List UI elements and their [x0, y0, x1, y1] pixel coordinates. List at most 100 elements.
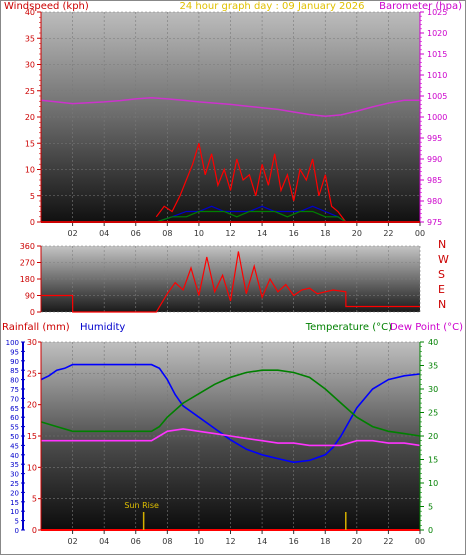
- compass-label-s: S: [438, 268, 445, 281]
- gust-line: [155, 143, 347, 223]
- windspeed-tick-label: 20: [25, 113, 35, 122]
- humidity-tick-label: 55: [10, 424, 19, 432]
- barometer-tick-label: 1010: [427, 71, 447, 80]
- time-tick-label: 12: [225, 537, 235, 546]
- rainfall-axis-label: Rainfall (mm): [2, 322, 70, 333]
- time-tick-label: 00: [415, 229, 425, 238]
- time-tick-label: 14: [257, 537, 267, 546]
- direction-tick-label: 180: [20, 275, 35, 284]
- humidity-tick-label: 85: [10, 367, 19, 375]
- humidity-line: [40, 363, 421, 464]
- rain-tick-label: 0: [32, 526, 37, 535]
- humidity-axis-label: Humidity: [80, 322, 125, 333]
- rain-tick-label: 5: [32, 495, 37, 504]
- temperature-tick-label: 20: [428, 432, 438, 441]
- barometer-tick-label: 1025: [427, 8, 447, 17]
- temperature-tick-label: 15: [428, 456, 438, 465]
- time-tick-label: 12: [225, 229, 235, 238]
- temperature-tick-label: 25: [428, 409, 438, 418]
- humidity-tick-label: 80: [10, 377, 19, 385]
- windspeed-line: [156, 205, 347, 223]
- barometer-tick-label: 995: [427, 134, 442, 143]
- barometer-tick-label: 1000: [427, 113, 447, 122]
- windspeed-tick-label: 30: [25, 61, 35, 70]
- barometer-line: [40, 96, 420, 117]
- humidity-tick-label: 10: [10, 508, 19, 516]
- temperature-tick-label: 10: [428, 479, 438, 488]
- time-tick-label: 16: [289, 229, 299, 238]
- direction-tick-label: 0: [30, 308, 35, 317]
- humidity-tick-label: 65: [10, 405, 19, 413]
- time-tick-label: 02: [67, 537, 77, 546]
- time-tick-label: 00: [415, 537, 425, 546]
- windspeed-tick-label: 35: [25, 34, 35, 43]
- time-tick-label: 10: [194, 229, 204, 238]
- dewpoint-axis-label: Dew Point (°C): [390, 322, 463, 333]
- compass-label-e: E: [438, 283, 445, 296]
- windspeed-tick-label: 5: [30, 192, 35, 201]
- time-tick-label: 08: [162, 229, 172, 238]
- panel-wind-grid: [41, 11, 421, 223]
- barometer-tick-label: 1005: [427, 92, 447, 101]
- time-tick-label: 08: [162, 537, 172, 546]
- temperature-tick-label: 35: [428, 362, 438, 371]
- panel-wind-series: [40, 96, 420, 223]
- temperature-axis-label: Temperature (°C): [305, 322, 392, 333]
- barometer-axis-label: Barometer (hpa): [379, 1, 462, 12]
- time-tick-label: 10: [194, 537, 204, 546]
- barometer-tick-label: 990: [427, 155, 442, 164]
- compass-label-n: N: [438, 238, 446, 251]
- compass-label-n: N: [438, 298, 446, 311]
- humidity-tick-label: 15: [10, 499, 19, 507]
- wind-direction-line: [41, 251, 420, 313]
- time-tick-label: 02: [67, 229, 77, 238]
- temperature-tick-label: 5: [428, 503, 433, 512]
- humidity-tick-label: 70: [10, 395, 19, 403]
- panel-temp-axes: 0510152025300510152025303540455055606570…: [6, 338, 439, 546]
- temperature-tick-label: 0: [428, 526, 433, 535]
- panel-direction-series: [41, 251, 420, 313]
- time-tick-label: 06: [131, 537, 141, 546]
- humidity-tick-label: 40: [10, 452, 19, 460]
- humidity-tick-label: 25: [10, 480, 19, 488]
- time-tick-label: 22: [383, 229, 393, 238]
- time-tick-label: 20: [352, 537, 362, 546]
- humidity-tick-label: 75: [10, 386, 19, 394]
- temperature-tick-label: 40: [428, 338, 438, 347]
- dew-point-line: [41, 428, 421, 447]
- temperature-line: [40, 369, 421, 437]
- windspeed-tick-label: 25: [25, 87, 35, 96]
- time-tick-label: 22: [383, 537, 393, 546]
- windspeed-tick-label: 0: [30, 218, 35, 227]
- time-tick-label: 04: [99, 537, 109, 546]
- windspeed-tick-label: 10: [25, 166, 35, 175]
- time-tick-label: 20: [352, 229, 362, 238]
- rain-tick-label: 25: [27, 369, 37, 378]
- panel-direction-axes: 0 90 180 270 360: [20, 242, 42, 317]
- humidity-tick-label: 45: [10, 442, 19, 450]
- humidity-tick-label: 95: [10, 348, 19, 356]
- average-line: [156, 210, 347, 223]
- humidity-tick-label: 90: [10, 358, 19, 366]
- direction-tick-label: 90: [25, 292, 35, 301]
- time-tick-label: 18: [320, 537, 330, 546]
- barometer-tick-label: 1015: [427, 50, 447, 59]
- humidity-tick-label: 60: [10, 414, 19, 422]
- humidity-tick-label: 100: [6, 339, 19, 347]
- humidity-tick-label: 20: [10, 489, 19, 497]
- sunrise-label: Sun Rise: [124, 501, 159, 510]
- time-tick-label: 06: [131, 229, 141, 238]
- rain-tick-label: 15: [27, 432, 37, 441]
- humidity-tick-label: 0: [15, 527, 19, 535]
- barometer-tick-label: 1020: [427, 29, 447, 38]
- humidity-tick-label: 30: [10, 471, 19, 479]
- rain-tick-label: 10: [27, 463, 37, 472]
- direction-tick-label: 270: [20, 259, 35, 268]
- temperature-tick-label: 30: [428, 385, 438, 394]
- rain-tick-label: 30: [27, 338, 37, 347]
- barometer-tick-label: 985: [427, 176, 442, 185]
- barometer-tick-label: 980: [427, 197, 442, 206]
